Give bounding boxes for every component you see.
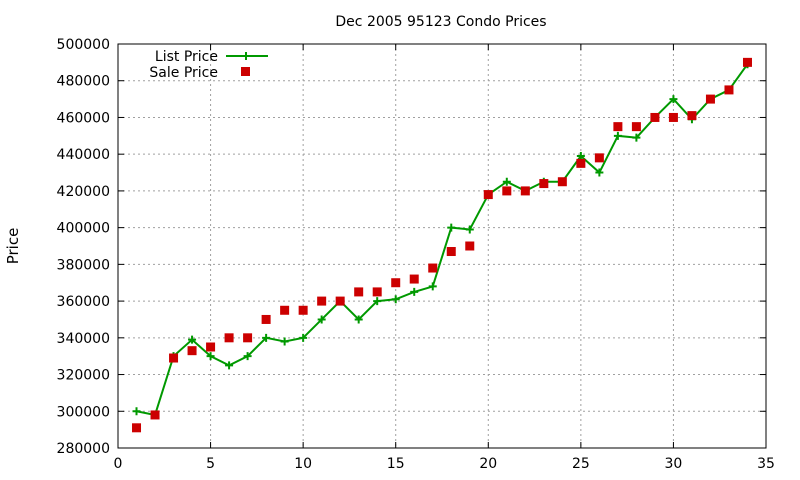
x-tick-label: 0 [114, 456, 123, 472]
list-price-point [447, 223, 456, 232]
sale-price-point [705, 94, 715, 104]
legend-label-sale-price: Sale Price [149, 65, 218, 81]
y-axis-label: Price [4, 228, 22, 265]
y-tick-label: 400000 [57, 221, 110, 237]
chart-title: Dec 2005 95123 Condo Prices [335, 14, 546, 30]
x-tick-label: 25 [572, 456, 590, 472]
sale-price-point [298, 305, 308, 315]
sale-price-point [150, 410, 160, 420]
sale-price-point [372, 287, 382, 297]
x-tick-label: 20 [479, 456, 497, 472]
list-price-point [373, 297, 382, 306]
y-tick-label: 440000 [57, 147, 110, 163]
legend: List Price Sale Price [149, 49, 268, 81]
x-tick-label: 30 [665, 456, 683, 472]
plot-frame [117, 43, 767, 449]
list-price-point [354, 315, 363, 324]
y-tick-label: 480000 [57, 74, 110, 90]
sale-price-point [187, 346, 197, 356]
sale-price-point [317, 296, 327, 306]
list-price-point [243, 352, 252, 361]
list-price-point [428, 282, 437, 291]
sale-price-point [631, 122, 641, 132]
sale-price-point [520, 186, 530, 196]
list-price-point [410, 287, 419, 296]
sale-price-point [206, 342, 216, 352]
y-tick-label: 340000 [57, 331, 110, 347]
list-price-point [225, 361, 234, 370]
series-line-list-price [136, 63, 749, 417]
axis-ticks [117, 43, 767, 449]
sale-price-point [502, 186, 512, 196]
sale-price-point [650, 112, 660, 122]
y-tick-label: 500000 [57, 37, 110, 53]
list-price-point [262, 333, 271, 342]
grid [118, 44, 766, 448]
list-price-point [613, 131, 622, 140]
sale-price-point [576, 158, 586, 168]
sale-price-point [335, 296, 345, 306]
y-tick-label: 420000 [57, 184, 110, 200]
y-tick-labels: 280000 300000 320000 340000 360000 380000 4000… [57, 37, 110, 457]
sale-price-point [557, 177, 567, 187]
sale-price-point [354, 287, 364, 297]
x-tick-labels: 0 5 10 15 20 25 30 35 [114, 456, 775, 472]
y-tick-label: 380000 [57, 257, 110, 273]
list-price-point [317, 315, 326, 324]
sale-price-point [594, 153, 604, 163]
sale-price-point [243, 333, 253, 343]
sale-price-point [280, 305, 290, 315]
sale-price-point [224, 333, 234, 343]
x-tick-label: 15 [387, 456, 405, 472]
x-tick-label: 10 [294, 456, 312, 472]
list-price-point [465, 225, 474, 234]
list-price-point [299, 333, 308, 342]
x-tick-label: 35 [757, 456, 775, 472]
list-price-point [280, 337, 289, 346]
sale-price-point [428, 263, 438, 273]
sale-price-point [132, 423, 142, 433]
list-price-point [595, 168, 604, 177]
legend-label-list-price: List Price [155, 49, 218, 65]
sale-price-point [261, 314, 271, 324]
sale-price-point [483, 190, 493, 200]
sale-price-point [446, 247, 456, 257]
sale-price-point [668, 112, 678, 122]
y-tick-label: 280000 [57, 441, 110, 457]
legend-swatch-sale-price [241, 67, 250, 76]
y-tick-label: 300000 [57, 404, 110, 420]
sale-price-point [742, 57, 752, 67]
x-tick-label: 5 [206, 456, 215, 472]
y-tick-label: 320000 [57, 368, 110, 384]
list-price-point [188, 335, 197, 344]
legend-marker-list-price [242, 52, 250, 60]
list-price-point [576, 152, 585, 161]
sale-price-point [724, 85, 734, 95]
sale-price-point [613, 122, 623, 132]
list-price-point [132, 407, 141, 416]
sale-price-point [687, 111, 697, 121]
sale-price-point [409, 274, 419, 284]
sale-price-point [391, 278, 401, 288]
y-tick-label: 460000 [57, 110, 110, 126]
list-price-point [502, 177, 511, 186]
list-price-point [391, 295, 400, 304]
sale-price-point [169, 353, 179, 363]
list-price-point [669, 95, 678, 104]
series [132, 57, 752, 433]
list-price-point [632, 133, 641, 142]
y-tick-label: 360000 [57, 294, 110, 310]
sale-price-point [539, 179, 549, 189]
list-price-point [206, 352, 215, 361]
sale-price-point [465, 241, 475, 251]
